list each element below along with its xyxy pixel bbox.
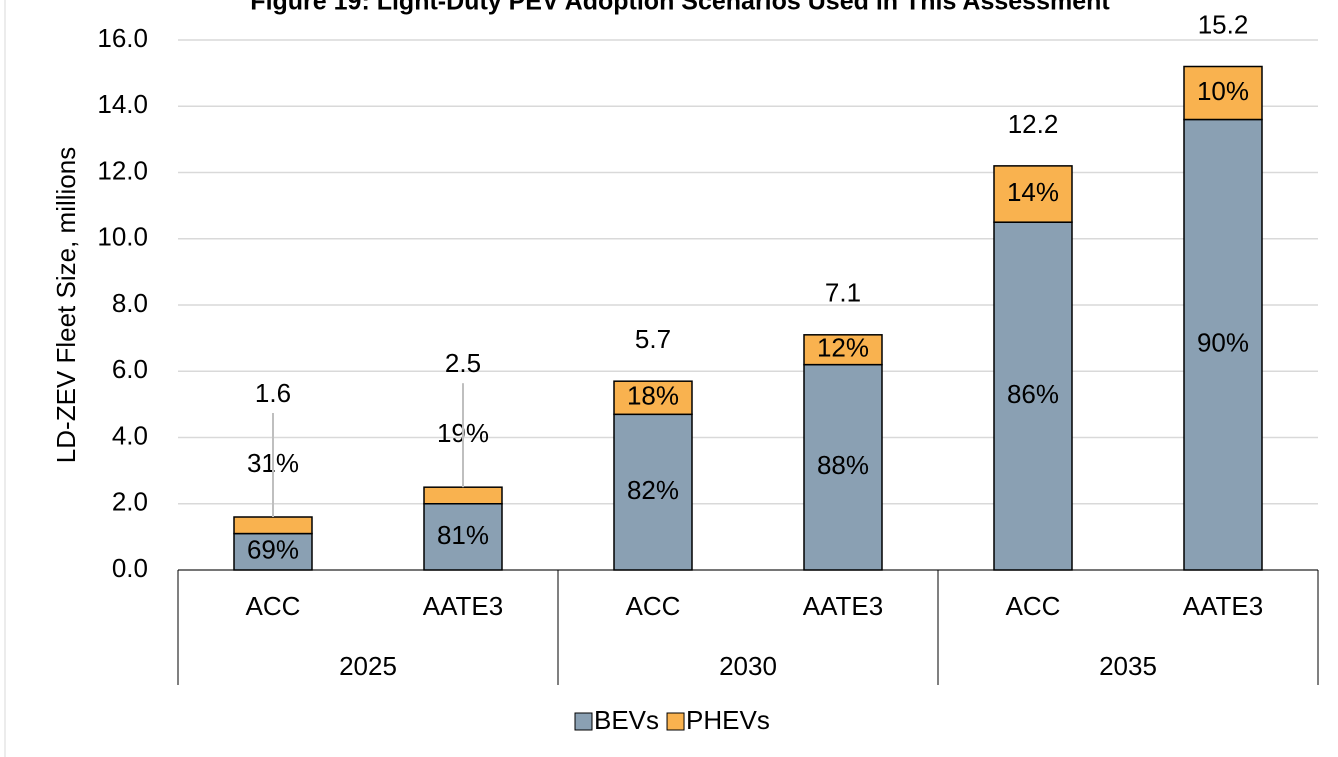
total-label: 15.2 — [1198, 9, 1249, 39]
x-tick-label: ACC — [246, 591, 301, 621]
share-label: 14% — [1007, 177, 1059, 207]
bar-segment — [233, 516, 313, 535]
total-label: 7.1 — [825, 278, 861, 308]
share-label: 86% — [1007, 379, 1059, 409]
group-label: 2030 — [719, 651, 777, 681]
y-tick-label: 8.0 — [112, 288, 148, 318]
legend-swatch — [574, 712, 593, 731]
share-label: 18% — [627, 381, 679, 411]
x-tick-label: ACC — [1006, 591, 1061, 621]
y-tick-label: 0.0 — [112, 553, 148, 583]
chart-title: Figure 19: Light-Duty PEV Adoption Scena… — [250, 0, 1110, 16]
total-label: 2.5 — [445, 348, 481, 378]
legend-label: BEVs — [594, 705, 659, 735]
share-label: 82% — [627, 475, 679, 505]
x-tick-label: AATE3 — [1183, 591, 1263, 621]
x-tick-label: AATE3 — [803, 591, 883, 621]
bar-segment — [613, 413, 693, 571]
y-tick-label: 2.0 — [112, 487, 148, 517]
bar-segment — [1183, 118, 1263, 571]
bar-segment — [233, 532, 313, 571]
y-tick-label: 4.0 — [112, 420, 148, 450]
total-label: 12.2 — [1008, 109, 1059, 139]
legend-swatch — [666, 712, 685, 731]
share-label: 88% — [817, 450, 869, 480]
group-label: 2025 — [339, 651, 397, 681]
bar-segment — [803, 363, 883, 571]
bar-segment — [803, 334, 883, 366]
total-label: 5.7 — [635, 324, 671, 354]
y-axis-label: LD-ZEV Fleet Size, millions — [51, 147, 81, 463]
share-label: 12% — [817, 333, 869, 363]
y-tick-label: 6.0 — [112, 354, 148, 384]
share-label: 90% — [1197, 328, 1249, 358]
y-tick-label: 10.0 — [97, 222, 148, 252]
share-label: 69% — [247, 535, 299, 565]
total-label: 1.6 — [255, 378, 291, 408]
y-tick-label: 16.0 — [97, 23, 148, 53]
bar-segment — [993, 165, 1073, 223]
y-tick-label: 12.0 — [97, 155, 148, 185]
share-label: 81% — [437, 520, 489, 550]
bar-segment — [1183, 65, 1263, 121]
bar-segment — [423, 503, 503, 571]
legend-label: PHEVs — [686, 705, 770, 735]
x-tick-label: AATE3 — [423, 591, 503, 621]
y-tick-label: 14.0 — [97, 89, 148, 119]
x-tick-label: ACC — [626, 591, 681, 621]
bar-segment — [613, 380, 693, 416]
group-label: 2035 — [1099, 651, 1157, 681]
bar-segment — [993, 221, 1073, 571]
bar-segment — [423, 486, 503, 505]
share-label: 10% — [1197, 76, 1249, 106]
